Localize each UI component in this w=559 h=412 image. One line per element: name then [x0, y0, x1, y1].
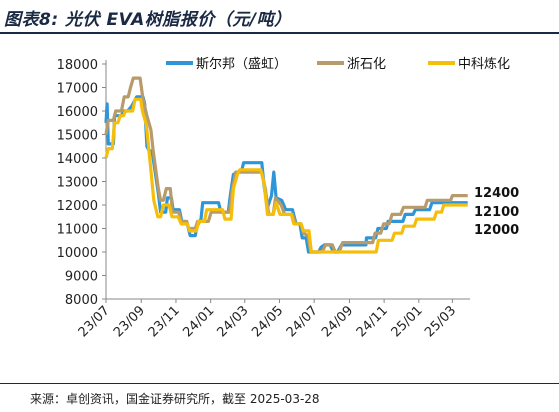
- series-lines: [104, 76, 468, 254]
- y-tick-label: 11000: [57, 223, 98, 238]
- series-line-3: [104, 97, 468, 254]
- legend-label-3: 中科炼化: [458, 57, 510, 72]
- y-tick-label: 15000: [57, 129, 98, 144]
- y-tick-label: 10000: [57, 246, 98, 261]
- end-value-labels: 12400 12100 12000: [474, 186, 519, 238]
- x-tick-label: 24/07: [284, 303, 321, 340]
- x-tick-label: 25/03: [422, 303, 459, 340]
- y-tick-label: 13000: [57, 176, 98, 191]
- chart-title: 图表8: 光伏 EVA树脂报价（元/吨）: [4, 10, 292, 30]
- x-tick-label: 23/11: [146, 303, 183, 340]
- x-tick-label: 24/05: [249, 303, 286, 340]
- footer-divider: [0, 383, 559, 384]
- series-line-1: [104, 95, 468, 254]
- y-tick-label: 17000: [57, 82, 98, 97]
- title-divider: [0, 32, 559, 34]
- axes: 8000 9000 10000 11000 12000 13000 14000 15000 16…: [57, 58, 470, 340]
- legend-label-2: 浙石化: [347, 57, 386, 72]
- x-tick-label: 24/03: [215, 303, 252, 340]
- y-tick-label: 12000: [57, 199, 98, 214]
- end-value-label-2: 12100: [474, 205, 519, 220]
- source-note: 来源：卓创资讯，国金证券研究所，截至 2025-03-28: [30, 392, 320, 406]
- x-tick-label: 23/07: [76, 303, 113, 340]
- x-tick-label: 24/09: [319, 303, 356, 340]
- series-line-2: [104, 76, 468, 254]
- x-tick-label: 25/01: [389, 303, 426, 340]
- end-value-label-3: 12000: [474, 223, 519, 238]
- y-tick-label: 14000: [57, 152, 98, 167]
- y-tick-label: 9000: [65, 270, 98, 285]
- y-tick-label: 8000: [65, 293, 98, 308]
- legend-label-1: 斯尔邦（盛虹）: [196, 57, 287, 72]
- end-value-label-1: 12400: [474, 186, 519, 201]
- x-tick-label: 23/09: [111, 303, 148, 340]
- x-tick-label: 24/01: [180, 303, 217, 340]
- legend: 斯尔邦（盛虹） 浙石化 中科炼化: [166, 57, 510, 72]
- y-tick-label: 16000: [57, 105, 98, 120]
- x-tick-label: 24/11: [354, 303, 391, 340]
- y-tick-label: 18000: [57, 58, 98, 73]
